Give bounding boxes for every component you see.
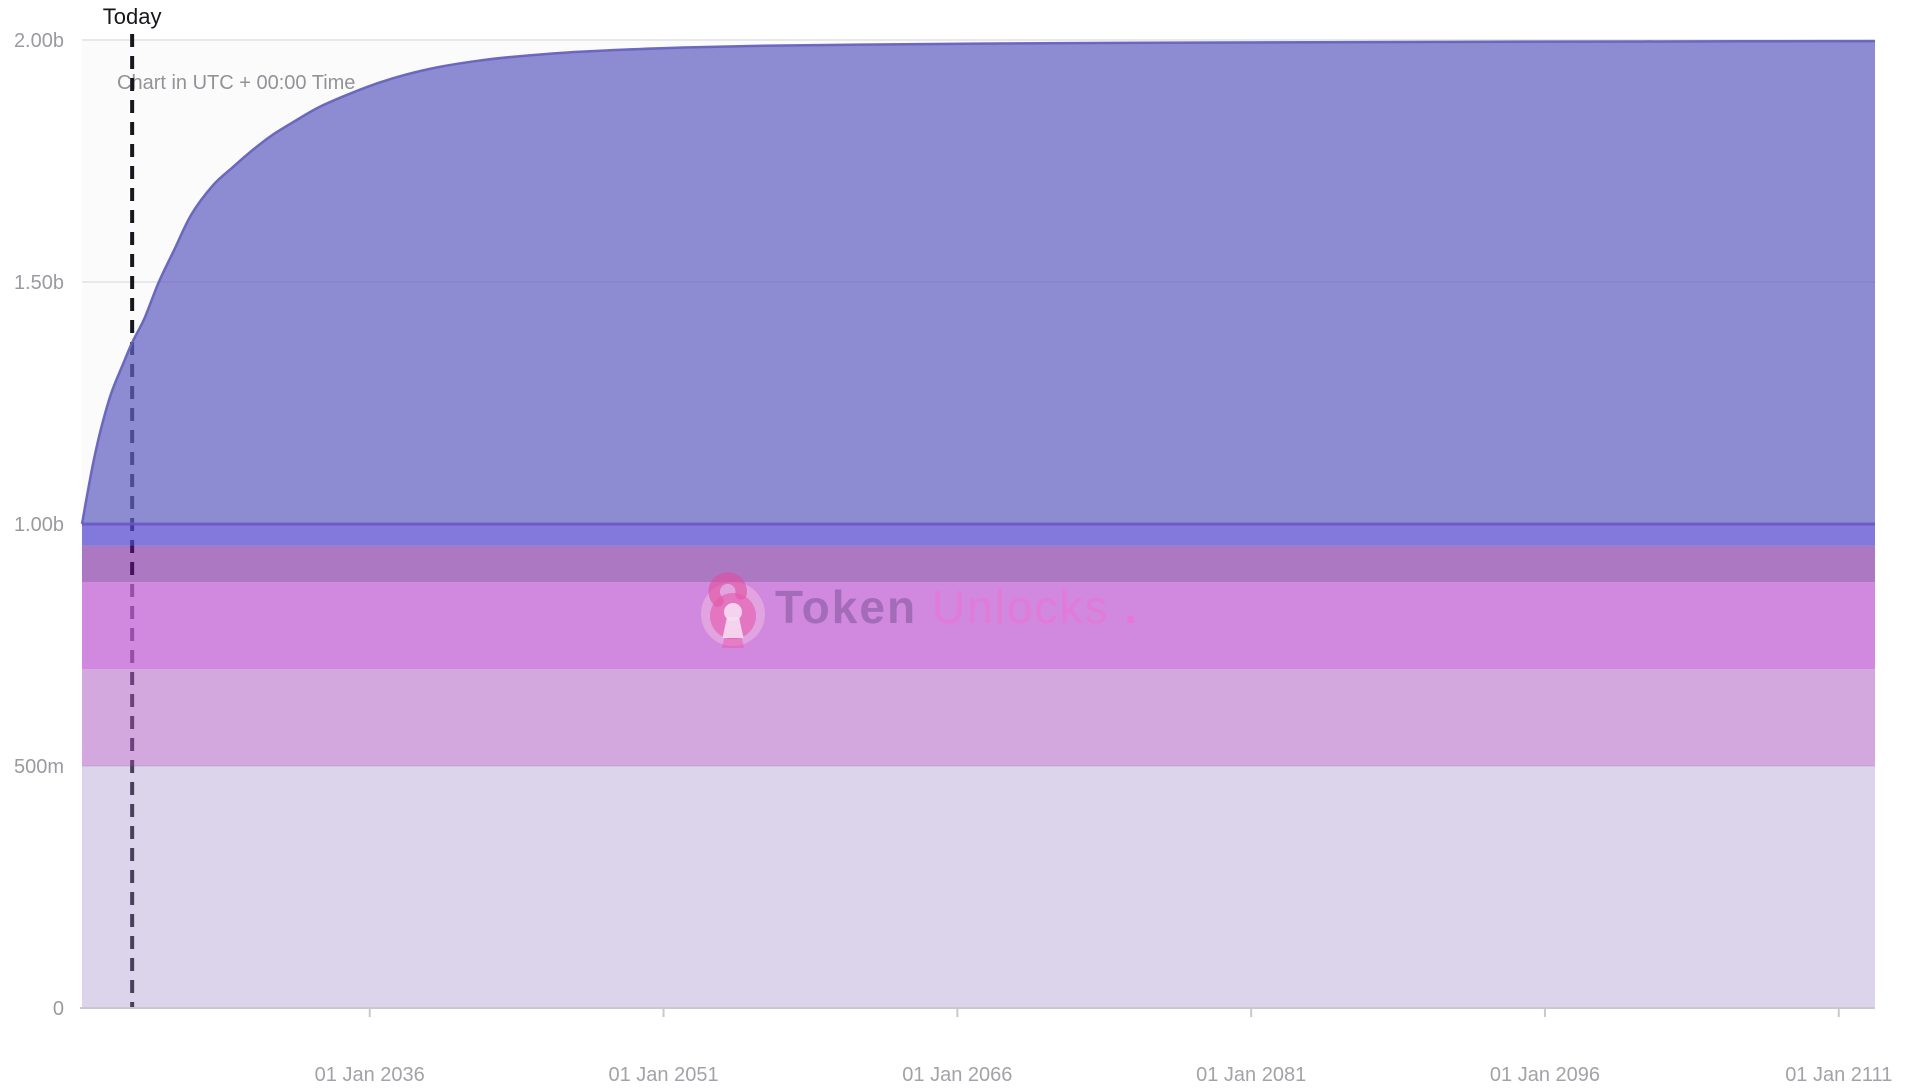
- y-tick-label: 2.00b: [14, 30, 64, 52]
- total-emission-area: [82, 41, 1875, 525]
- today-annotation-label: Today: [103, 4, 162, 29]
- y-tick-label: 1.50b: [14, 272, 64, 294]
- y-tick-label: 1.00b: [14, 514, 64, 536]
- x-axis: [80, 1007, 1875, 1017]
- open-lock-icon: [701, 572, 765, 648]
- allocation-band-3: [82, 582, 1875, 670]
- y-tick-label: 0: [53, 998, 64, 1020]
- x-tick-label: 01 Jan 2051: [608, 1064, 718, 1086]
- y-tick-label: 500m: [14, 756, 64, 778]
- x-tick-label: 01 Jan 2081: [1196, 1064, 1306, 1086]
- watermark-text: Token Unlocks .: [775, 581, 1139, 633]
- allocation-band-5: [82, 524, 1875, 546]
- x-axis-labels: 01 Jan 2036 01 Jan 2051 01 Jan 2066 01 Jan …: [315, 1064, 1893, 1086]
- x-tick-label: 01 Jan 2111: [1785, 1064, 1892, 1086]
- watermark-token: Token: [775, 581, 917, 633]
- allocation-band-2: [82, 669, 1875, 766]
- area-series: [80, 39, 1876, 1008]
- watermark-dot: .: [1124, 581, 1139, 633]
- watermark-unlocks: Unlocks: [932, 581, 1110, 633]
- x-tick-label: 01 Jan 2096: [1490, 1064, 1600, 1086]
- y-axis-labels: 2.00b 1.50b 1.00b 500m 0: [14, 30, 64, 1020]
- allocation-band-1: [82, 766, 1875, 1008]
- tokenunlocks-watermark: Token Unlocks .: [701, 572, 1139, 648]
- x-tick-label: 01 Jan 2066: [902, 1064, 1012, 1086]
- allocation-band-4: [82, 545, 1875, 583]
- total-emission-line: [80, 39, 1876, 525]
- x-tick-label: 01 Jan 2036: [315, 1064, 425, 1086]
- utc-note: Chart in UTC + 00:00 Time: [117, 72, 355, 94]
